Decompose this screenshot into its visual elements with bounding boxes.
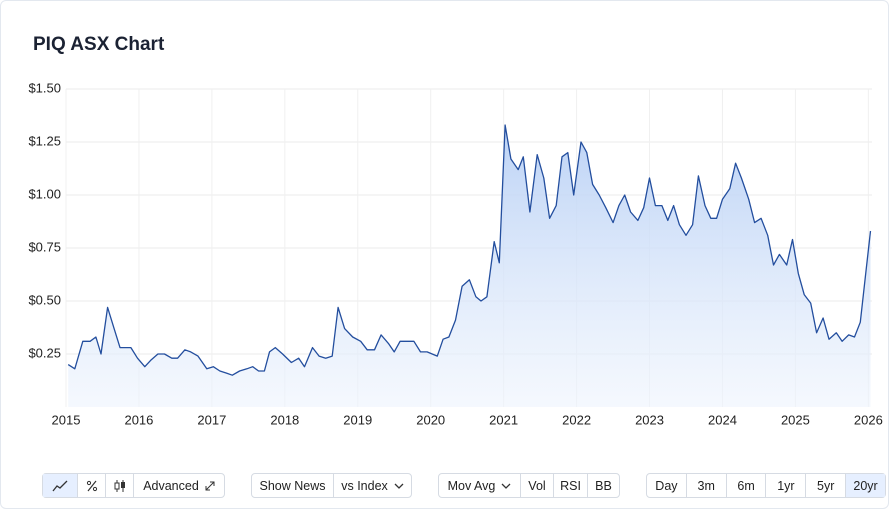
range-button[interactable]: 5yr <box>805 474 845 497</box>
advanced-label: Advanced <box>143 478 199 493</box>
x-tick-label: 2020 <box>416 412 445 427</box>
show-news-button[interactable]: Show News <box>252 474 333 497</box>
range-button[interactable]: Day <box>647 474 686 497</box>
chart-type-group: Advanced <box>42 473 225 498</box>
range-button[interactable]: 6m <box>725 474 766 497</box>
x-tick-label: 2023 <box>635 412 664 427</box>
x-tick-label: 2026 <box>854 412 883 427</box>
y-tick-label: $0.50 <box>28 292 61 307</box>
y-tick-label: $1.50 <box>28 80 61 95</box>
indicator-group: Mov Avg Vol RSI BB <box>438 473 620 498</box>
overlay-group: Show News vs Index <box>251 473 412 498</box>
price-line <box>67 124 872 376</box>
range-button[interactable]: 3m <box>685 474 726 497</box>
range-button[interactable]: 20yr <box>845 474 885 497</box>
percent-button[interactable] <box>77 474 105 497</box>
x-tick-label: 2016 <box>124 412 153 427</box>
chart: $0.25 $0.50 $0.75 $1.00 $1.25 $1.50 2015 2016 20… <box>28 80 883 427</box>
vol-label: Vol <box>528 478 546 493</box>
x-tick-label: 2024 <box>708 412 737 427</box>
rsi-label: RSI <box>560 478 581 493</box>
show-news-label: Show News <box>259 478 326 493</box>
y-tick-label: $0.25 <box>28 345 61 360</box>
x-tick-label: 2021 <box>489 412 518 427</box>
range-label: Day <box>655 478 678 493</box>
range-group: Day 3m 6m 1yr 5yr 20yr <box>646 473 886 498</box>
x-tick-label: 2017 <box>197 412 226 427</box>
advanced-button[interactable]: Advanced <box>133 474 224 497</box>
x-tick-label: 2018 <box>270 412 299 427</box>
bb-label: BB <box>595 478 612 493</box>
range-button[interactable]: 1yr <box>765 474 805 497</box>
chart-title: PIQ ASX Chart <box>33 34 165 55</box>
y-tick-label: $1.00 <box>28 186 61 201</box>
mov-avg-label: Mov Avg <box>447 478 496 493</box>
range-label: 1yr <box>777 478 795 493</box>
x-tick-label: 2019 <box>343 412 372 427</box>
range-label: 5yr <box>817 478 835 493</box>
bb-button[interactable]: BB <box>587 474 619 497</box>
vs-index-label: vs Index <box>341 478 388 493</box>
y-tick-label: $0.75 <box>28 239 61 254</box>
mov-avg-button[interactable]: Mov Avg <box>439 474 520 497</box>
candlestick-button[interactable] <box>105 474 133 497</box>
rsi-button[interactable]: RSI <box>553 474 587 497</box>
x-tick-label: 2025 <box>781 412 810 427</box>
range-label: 20yr <box>853 478 878 493</box>
vol-button[interactable]: Vol <box>520 474 553 497</box>
area-fill <box>68 125 871 407</box>
y-tick-label: $1.25 <box>28 133 61 148</box>
line-chart-button[interactable] <box>43 474 77 497</box>
x-tick-label: 2015 <box>52 412 81 427</box>
range-label: 6m <box>737 478 755 493</box>
vs-index-button[interactable]: vs Index <box>333 474 411 497</box>
range-label: 3m <box>697 478 715 493</box>
x-tick-label: 2022 <box>562 412 591 427</box>
